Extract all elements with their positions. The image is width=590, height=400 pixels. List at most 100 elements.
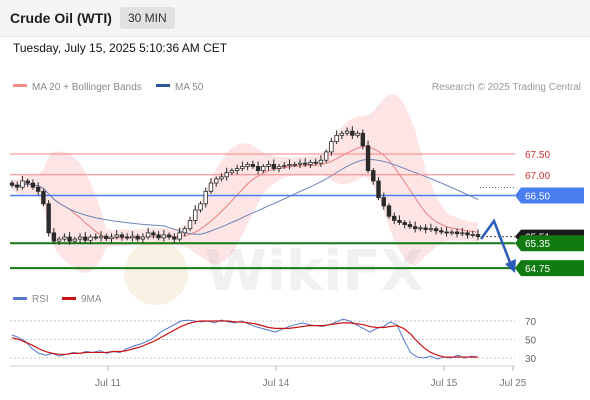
x-tick-label: Jul 14 — [263, 378, 290, 389]
rsi-legend-swatch — [13, 297, 27, 300]
candle — [355, 130, 360, 138]
watermark-logo-icon — [124, 241, 188, 305]
candle — [407, 220, 413, 230]
wikifx-watermark: WikiFX — [124, 239, 424, 305]
bollinger-legend-label: MA 20 + Bollinger Bands — [32, 82, 142, 93]
level-label-65.35: 65.35 — [525, 239, 550, 250]
candle — [412, 221, 418, 233]
candle — [350, 126, 355, 140]
chart-header: Crude Oil (WTI) 30 MIN — [0, 0, 590, 37]
bollinger-legend-swatch — [13, 84, 27, 87]
instrument-title: Crude Oil (WTI) — [10, 10, 112, 26]
level-label-66.50: 66.50 — [525, 192, 550, 203]
candle — [318, 155, 324, 167]
rsi-tick-50: 50 — [525, 336, 537, 347]
level-label-67.50: 67.50 — [525, 150, 550, 161]
candle — [297, 159, 303, 169]
candle — [266, 160, 271, 171]
rsi-tick-30: 30 — [525, 354, 537, 365]
ma50-legend-swatch — [156, 84, 170, 87]
candle — [240, 161, 245, 172]
candle — [360, 129, 366, 150]
candle — [292, 161, 297, 167]
candle — [187, 216, 193, 232]
level-tag-65.35 — [515, 235, 584, 252]
candle — [465, 230, 470, 239]
level-tag-66.50 — [515, 187, 584, 204]
rsi-tick-70: 70 — [525, 317, 537, 328]
level-label-64.75: 64.75 — [525, 264, 550, 275]
candle — [454, 228, 460, 238]
candle — [271, 159, 276, 172]
ma50-line — [11, 159, 479, 235]
candle — [9, 180, 15, 188]
candle — [25, 178, 30, 187]
candle — [381, 192, 386, 210]
candle — [161, 229, 167, 242]
candle — [119, 232, 125, 241]
rsi-ma-line — [11, 320, 478, 358]
candle — [88, 234, 93, 245]
candle — [423, 224, 428, 234]
candle — [339, 130, 345, 140]
candle — [56, 236, 62, 245]
rsi-ma-legend-label: 9MA — [81, 294, 102, 305]
candle — [41, 188, 46, 207]
timestamp: Tuesday, July 15, 2025 5:10:36 AM CET — [13, 41, 228, 55]
candle — [308, 159, 313, 169]
candle — [439, 227, 444, 235]
candle — [334, 130, 339, 145]
candle — [313, 158, 318, 166]
candle — [428, 223, 434, 233]
rsi-gridlines: 30 50 70 — [10, 317, 537, 365]
candle — [449, 229, 455, 236]
candle — [172, 233, 177, 243]
candle — [114, 229, 119, 240]
ma50-legend-label: MA 50 — [175, 82, 204, 93]
candle — [371, 168, 376, 185]
candle — [145, 227, 151, 240]
candle — [93, 233, 98, 241]
x-tick-label: Jul 15 — [431, 378, 458, 389]
candle — [198, 201, 203, 213]
candle — [104, 233, 109, 242]
candle — [323, 149, 329, 163]
candle — [140, 233, 146, 243]
candle — [35, 182, 41, 196]
level-tag-64.75 — [515, 260, 584, 277]
candle — [67, 232, 72, 245]
timeframe-badge[interactable]: 30 MIN — [120, 7, 175, 29]
candle — [109, 233, 114, 243]
candle — [135, 233, 140, 242]
candle — [255, 161, 261, 175]
candle — [386, 203, 392, 219]
candle — [234, 164, 240, 175]
candle — [193, 205, 198, 225]
candle — [402, 219, 407, 229]
candle — [418, 225, 423, 232]
candle — [20, 175, 25, 190]
candle — [365, 140, 371, 174]
rsi-legend-label: RSI — [32, 294, 49, 305]
candle — [229, 168, 235, 176]
candle — [166, 232, 172, 240]
candle — [261, 163, 266, 174]
candle — [287, 159, 292, 170]
candle — [62, 233, 67, 242]
price-levels — [10, 153, 515, 270]
candle — [397, 215, 402, 225]
candle — [460, 227, 465, 237]
candle — [470, 230, 475, 238]
candle — [219, 173, 224, 182]
candle — [182, 226, 187, 237]
candle — [151, 230, 156, 239]
watermark-text: WikiFX — [205, 239, 424, 304]
candle — [444, 227, 449, 237]
candle — [77, 233, 83, 243]
x-axis-ticks: Jul 11 Jul 14 Jul 15 Jul 25 — [95, 366, 527, 389]
candlesticks — [9, 126, 481, 245]
candle — [475, 229, 481, 241]
research-credit: Research © 2025 Trading Central — [432, 82, 581, 93]
